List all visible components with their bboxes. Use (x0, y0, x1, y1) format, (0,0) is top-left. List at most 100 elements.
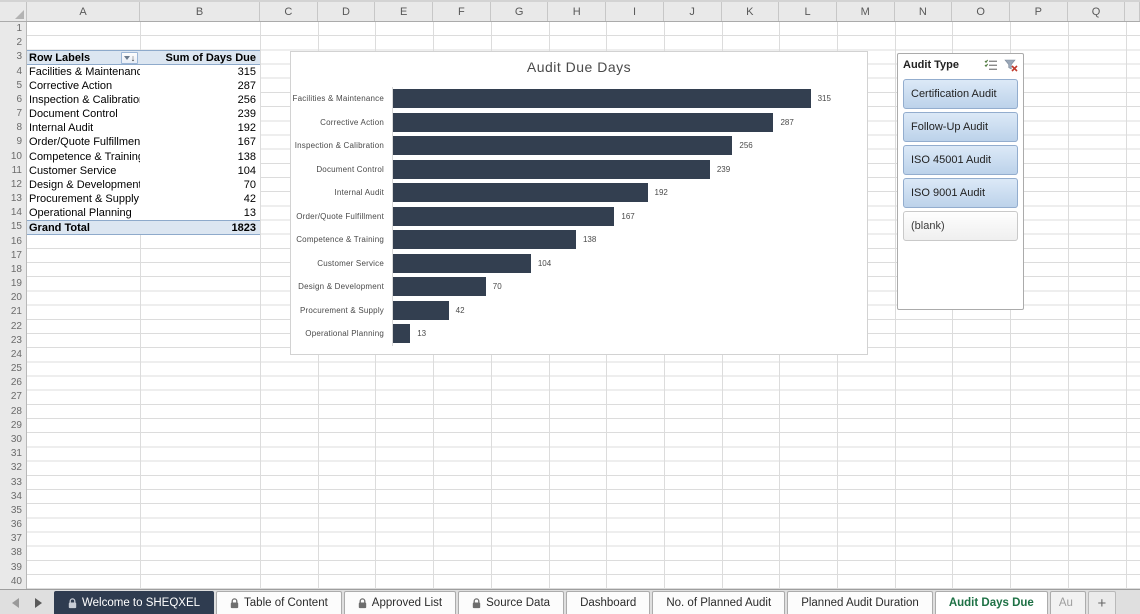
pivot-row-value-cell[interactable]: 138 (237, 150, 256, 163)
row-header-25[interactable]: 25 (10, 363, 22, 375)
column-header-P[interactable]: P (1010, 2, 1068, 21)
pivot-row-value-cell[interactable]: 104 (237, 164, 256, 177)
row-header-7[interactable]: 7 (16, 108, 22, 120)
column-header-O[interactable]: O (952, 2, 1010, 21)
column-header-G[interactable]: G (491, 2, 549, 21)
column-header-L[interactable]: L (779, 2, 837, 21)
bar-chart[interactable]: Audit Due Days Facilities & Maintenance 3… (290, 51, 868, 355)
pivot-row-label-cell[interactable]: Design & Development (29, 178, 140, 191)
row-header-21[interactable]: 21 (10, 306, 22, 318)
column-header-A[interactable]: A (27, 2, 140, 21)
sheet-tab-table-of-content[interactable]: Table of Content (216, 591, 342, 614)
row-header-9[interactable]: 9 (16, 136, 22, 148)
row-header-14[interactable]: 14 (10, 207, 22, 219)
column-header-D[interactable]: D (318, 2, 376, 21)
multi-select-icon[interactable] (984, 59, 998, 71)
bar[interactable] (393, 206, 615, 226)
bar[interactable] (393, 183, 648, 202)
column-header-N[interactable]: N (895, 2, 953, 21)
slicer-item[interactable]: (blank) (903, 211, 1018, 241)
bar[interactable] (393, 112, 774, 132)
clear-filter-icon[interactable] (1004, 59, 1018, 72)
row-header-1[interactable]: 1 (16, 23, 22, 34)
sheet-tab-no-of-planned-audit[interactable]: No. of Planned Audit (652, 591, 786, 614)
row-header-36[interactable]: 36 (10, 519, 22, 531)
row-header-12[interactable]: 12 (10, 178, 22, 190)
row-header-28[interactable]: 28 (10, 405, 22, 417)
pivot-row-value-cell[interactable]: 192 (237, 122, 256, 135)
column-header-J[interactable]: J (664, 2, 722, 21)
bar[interactable] (393, 136, 733, 155)
row-header-3[interactable]: 3 (16, 51, 22, 63)
column-header-K[interactable]: K (722, 2, 780, 21)
row-header-22[interactable]: 22 (10, 320, 22, 332)
row-header-35[interactable]: 35 (10, 504, 22, 516)
pivot-row-label-cell[interactable]: Corrective Action (29, 79, 113, 92)
sheet-tab-welcome-to-sheqxel[interactable]: Welcome to SHEQXEL (54, 591, 215, 614)
column-header-H[interactable]: H (548, 2, 607, 21)
sheet-tab-planned-audit-duration[interactable]: Planned Audit Duration (787, 591, 933, 614)
row-header-40[interactable]: 40 (10, 575, 22, 587)
pivot-row-value-cell[interactable]: 13 (243, 207, 256, 220)
row-header-16[interactable]: 16 (10, 235, 22, 247)
grand-total-value-cell[interactable]: 1823 (231, 222, 256, 235)
bar[interactable] (393, 324, 411, 343)
row-header-23[interactable]: 23 (10, 334, 22, 346)
row-header-5[interactable]: 5 (16, 79, 22, 91)
pivot-row-label-cell[interactable]: Customer Service (29, 164, 117, 177)
row-header-6[interactable]: 6 (16, 93, 22, 105)
bar[interactable] (393, 277, 486, 296)
pivot-row-label-cell[interactable]: Competence & Training (29, 150, 140, 163)
row-header-11[interactable]: 11 (11, 164, 22, 176)
pivot-row-labels-cell[interactable]: Row Labels ↓ (27, 51, 140, 64)
row-header-37[interactable]: 37 (10, 533, 22, 545)
bar[interactable] (393, 230, 576, 249)
sheet-tab-dashboard[interactable]: Dashboard (566, 591, 651, 614)
chart-title[interactable]: Audit Due Days (526, 59, 632, 75)
pivot-row-value-cell[interactable]: 315 (237, 65, 256, 78)
row-header-8[interactable]: 8 (16, 122, 22, 134)
row-header-31[interactable]: 31 (10, 448, 22, 460)
row-header-38[interactable]: 38 (10, 547, 22, 559)
pivot-row-label-cell[interactable]: Document Control (29, 108, 118, 121)
column-header-Q[interactable]: Q (1068, 2, 1126, 21)
scroll-tabs-right-icon[interactable] (35, 598, 42, 608)
bar[interactable] (393, 253, 531, 273)
sheet-tab-approved-list[interactable]: Approved List (343, 591, 457, 614)
slicer-item[interactable]: Follow-Up Audit (903, 112, 1018, 142)
row-header-29[interactable]: 29 (10, 419, 22, 431)
row-header-19[interactable]: 19 (10, 278, 22, 290)
row-header-17[interactable]: 17 (10, 249, 22, 261)
pivot-row-label-cell[interactable]: Order/Quote Fulfillment (29, 136, 140, 149)
slicer-item[interactable]: Certification Audit (903, 79, 1018, 109)
pivot-row-value-cell[interactable]: 256 (237, 93, 256, 106)
row-header-2[interactable]: 2 (16, 37, 22, 49)
slicer-item[interactable]: ISO 9001 Audit (903, 178, 1018, 208)
column-header-E[interactable]: E (375, 2, 434, 21)
column-header-F[interactable]: F (433, 2, 491, 21)
pivot-row-label-cell[interactable]: Procurement & Supply (29, 193, 140, 206)
pivot-row-value-cell[interactable]: 287 (237, 79, 256, 92)
row-header-20[interactable]: 20 (10, 292, 22, 304)
pivot-row-value-cell[interactable]: 167 (237, 136, 256, 149)
column-header-I[interactable]: I (606, 2, 664, 21)
column-header-B[interactable]: B (140, 2, 260, 21)
grand-total-label-cell[interactable]: Grand Total (29, 222, 90, 234)
bar[interactable] (393, 159, 710, 179)
row-header-4[interactable]: 4 (16, 65, 22, 77)
row-header-13[interactable]: 13 (10, 193, 22, 205)
pivot-row-label-cell[interactable]: Operational Planning (29, 207, 132, 220)
pivot-row-value-cell[interactable]: 70 (243, 178, 256, 191)
row-header-39[interactable]: 39 (10, 561, 22, 573)
pivot-sort-filter-button[interactable]: ↓ (121, 52, 138, 64)
row-header-30[interactable]: 30 (10, 433, 22, 445)
row-header-26[interactable]: 26 (10, 377, 22, 389)
audit-type-slicer[interactable]: Audit Type Certification Audit Follow-Up … (897, 53, 1024, 310)
pivot-row-label-cell[interactable]: Internal Audit (29, 122, 94, 135)
add-sheet-button[interactable]: + (1087, 591, 1116, 614)
pivot-row-value-cell[interactable]: 239 (237, 108, 256, 121)
bar[interactable] (393, 89, 811, 108)
scroll-tabs-left-icon[interactable] (12, 598, 19, 608)
pivot-row-label-cell[interactable]: Inspection & Calibration (29, 93, 140, 106)
row-header-18[interactable]: 18 (10, 263, 22, 275)
